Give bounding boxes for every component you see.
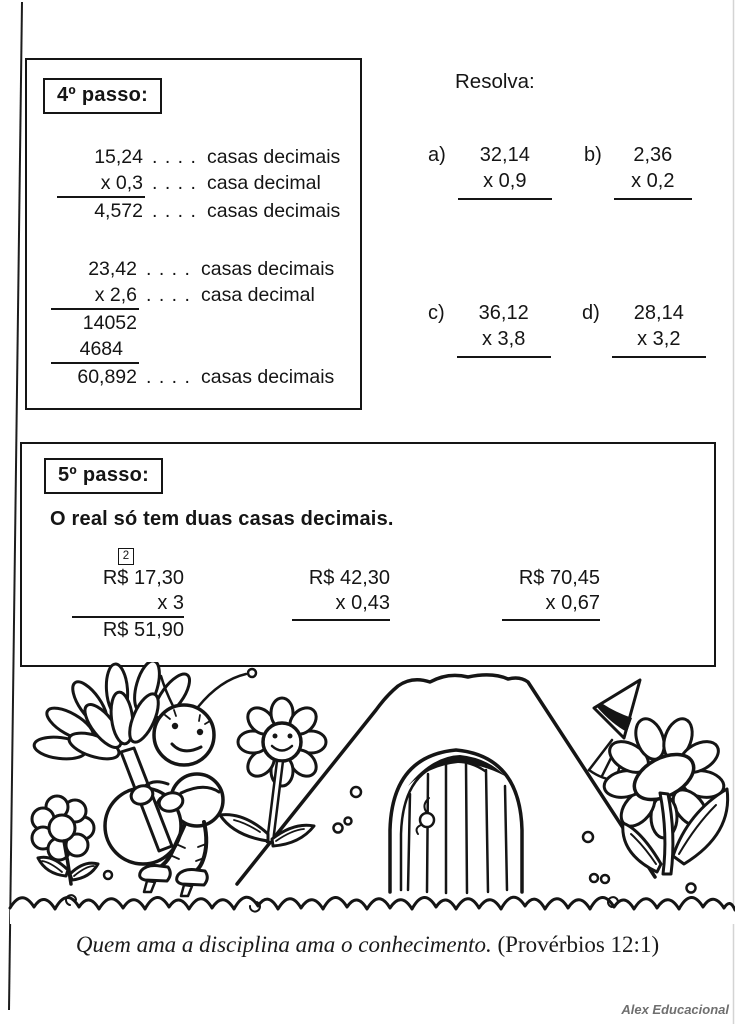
bible-verse: Quem ama a disciplina ama o conhecimento… — [0, 932, 735, 958]
math-label: casas decimais — [207, 146, 341, 168]
problem-b: b) 2,36 x 0,2 — [584, 142, 692, 200]
problem-id: b) — [584, 144, 602, 166]
math-label — [197, 310, 351, 336]
step5-box: 5º passo: O real só tem duas casas decim… — [20, 442, 716, 667]
quote-text: Quem ama a disciplina ama o conhecimento… — [75, 932, 492, 957]
watermark: Alex Educacional — [621, 1002, 729, 1017]
money-top: R$ 17,30 — [102, 567, 184, 589]
math-label — [197, 336, 351, 364]
multiplicand: 36,12 — [478, 302, 529, 324]
math-row: 15,24 . . . . casas decimais — [57, 144, 357, 170]
multiplicand: 32,14 — [479, 144, 530, 166]
math-dots — [139, 310, 197, 336]
math-label: casa decimal — [207, 172, 321, 194]
money-multiplier: x 0,43 — [292, 591, 390, 621]
money-example-3: R$ 70,45 x 0,67 — [502, 548, 600, 621]
multiplier: x 0,2 — [631, 170, 675, 192]
math-dots: . . . . — [146, 284, 191, 306]
problem-id: c) — [428, 302, 445, 324]
step4-box: 4º passo: 15,24 . . . . casas decimais x… — [25, 58, 362, 410]
math-dots: . . . . — [146, 258, 191, 280]
math-label: casa decimal — [201, 284, 315, 306]
math-number: 60,892 — [77, 366, 137, 388]
multiplier: x 0,9 — [483, 170, 527, 192]
step4-example2: 23,42 . . . . casas decimais x 2,6 . . .… — [51, 256, 351, 390]
math-row: 23,42 . . . . casas decimais — [51, 256, 351, 282]
math-number: 4,572 — [94, 200, 143, 222]
problem-d: d) 28,14 x 3,2 — [582, 300, 706, 358]
problem-column: 32,14 x 0,9 — [457, 142, 552, 200]
math-row: x 2,6 . . . . casa decimal — [51, 282, 351, 310]
math-row: x 0,3 . . . . casa decimal — [57, 170, 357, 198]
math-number: 4684 — [51, 336, 139, 364]
math-dots — [139, 336, 197, 364]
math-number: 15,24 — [94, 146, 143, 168]
math-label: casas decimais — [207, 200, 341, 222]
money-top: R$ 42,30 — [308, 567, 390, 589]
math-label: casas decimais — [201, 258, 335, 280]
step5-label: 5º passo: — [44, 458, 164, 494]
math-row: 14052 — [51, 310, 351, 336]
money-multiplier: x 3 — [157, 592, 184, 614]
multiplier: x 3,2 — [637, 328, 681, 350]
multiplicand: 28,14 — [633, 302, 684, 324]
math-row: 60,892 . . . . casas decimais — [51, 364, 351, 390]
problem-column: 36,12 x 3,8 — [456, 300, 551, 358]
carry-digit: 2 — [118, 548, 134, 565]
multiplicand: 2,36 — [633, 144, 673, 166]
quote-reference: (Provérbios 12:1) — [497, 932, 660, 957]
money-example-2: R$ 42,30 x 0,43 — [292, 548, 390, 621]
problem-id: a) — [428, 144, 446, 166]
problem-column: 2,36 x 0,2 — [613, 142, 692, 200]
math-dots: . . . . — [152, 200, 197, 222]
math-dots: . . . . — [152, 146, 197, 168]
resolva-title: Resolva: — [455, 70, 535, 93]
money-top: R$ 70,45 — [518, 567, 600, 589]
problem-c: c) 36,12 x 3,8 — [428, 300, 551, 358]
math-number: 23,42 — [88, 258, 137, 280]
problem-a: a) 32,14 x 0,9 — [428, 142, 552, 200]
money-result: R$ 51,90 — [72, 616, 184, 643]
multiplier: x 3,8 — [481, 328, 526, 350]
problem-id: d) — [582, 302, 600, 324]
math-dots: . . . . — [152, 172, 197, 194]
math-label: casas decimais — [201, 366, 335, 388]
money-multiplier: x 0,67 — [502, 591, 600, 621]
step5-statement: O real só tem duas casas decimais. — [50, 508, 394, 530]
money-example-1: 2 R$ 17,30 x 3 R$ 51,90 — [72, 548, 184, 643]
math-dots: . . . . — [146, 366, 191, 388]
step4-example1: 15,24 . . . . casas decimais x 0,3 . . .… — [57, 144, 357, 224]
problem-column: 28,14 x 3,2 — [611, 300, 706, 358]
math-number: x 2,6 — [51, 282, 139, 310]
step4-label: 4º passo: — [43, 78, 163, 114]
math-number: 14052 — [82, 312, 137, 334]
math-row: 4,572 . . . . casas decimais — [57, 198, 357, 224]
ant-garden-drawing-icon — [8, 662, 735, 924]
math-number: x 0,3 — [57, 170, 145, 198]
math-row: 4684 — [51, 336, 351, 364]
